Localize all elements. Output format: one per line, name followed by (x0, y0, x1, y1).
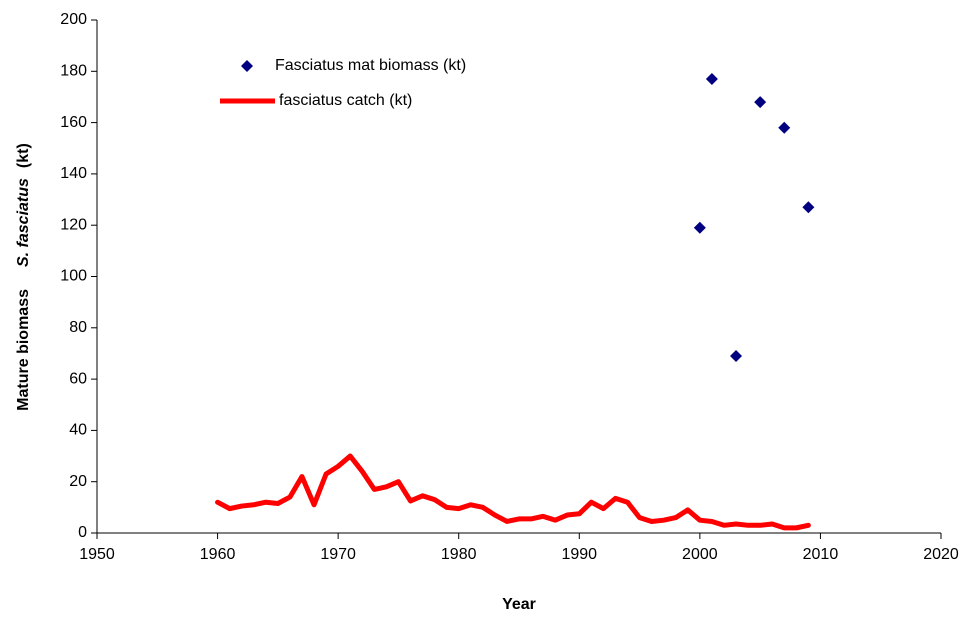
y-tick-label: 140 (60, 165, 87, 182)
y-tick-label: 40 (69, 422, 87, 439)
y-tick-label: 100 (60, 268, 87, 285)
x-tick-label: 1980 (441, 546, 477, 563)
data-point (705, 72, 718, 85)
data-point (802, 201, 815, 214)
y-label-part: S. fasciatus (15, 178, 32, 267)
y-tick-label: 20 (69, 473, 87, 490)
y-label-part: (kt) (15, 143, 32, 168)
data-point (730, 350, 743, 363)
y-tick-label: 0 (78, 524, 87, 541)
y-tick-label: 80 (69, 319, 87, 336)
data-point (754, 96, 767, 109)
x-tick-label: 1990 (561, 546, 597, 563)
data-point (693, 221, 706, 234)
legend-label: fasciatus catch (kt) (279, 92, 412, 109)
x-tick-label: 1950 (79, 546, 115, 563)
y-tick-label: 60 (69, 370, 87, 387)
x-tick-label: 1960 (200, 546, 236, 563)
y-tick-label: 120 (60, 216, 87, 233)
x-tick-label: 2010 (803, 546, 839, 563)
data-point (778, 121, 791, 134)
x-axis-label: Year (502, 596, 536, 613)
legend-label: Fasciatus mat biomass (kt) (275, 57, 466, 74)
y-tick-label: 160 (60, 114, 87, 131)
data-line (215, 453, 811, 531)
y-label-part: Mature biomass (15, 289, 32, 411)
x-tick-label: 1970 (320, 546, 356, 563)
x-tick-label: 2020 (923, 546, 959, 563)
y-tick-label: 180 (60, 63, 87, 80)
y-tick-label: 200 (60, 11, 87, 28)
legend-marker (241, 60, 253, 72)
x-tick-label: 2000 (682, 546, 718, 563)
y-axis-label: Mature biomass S. fasciatus (kt) (15, 143, 32, 411)
